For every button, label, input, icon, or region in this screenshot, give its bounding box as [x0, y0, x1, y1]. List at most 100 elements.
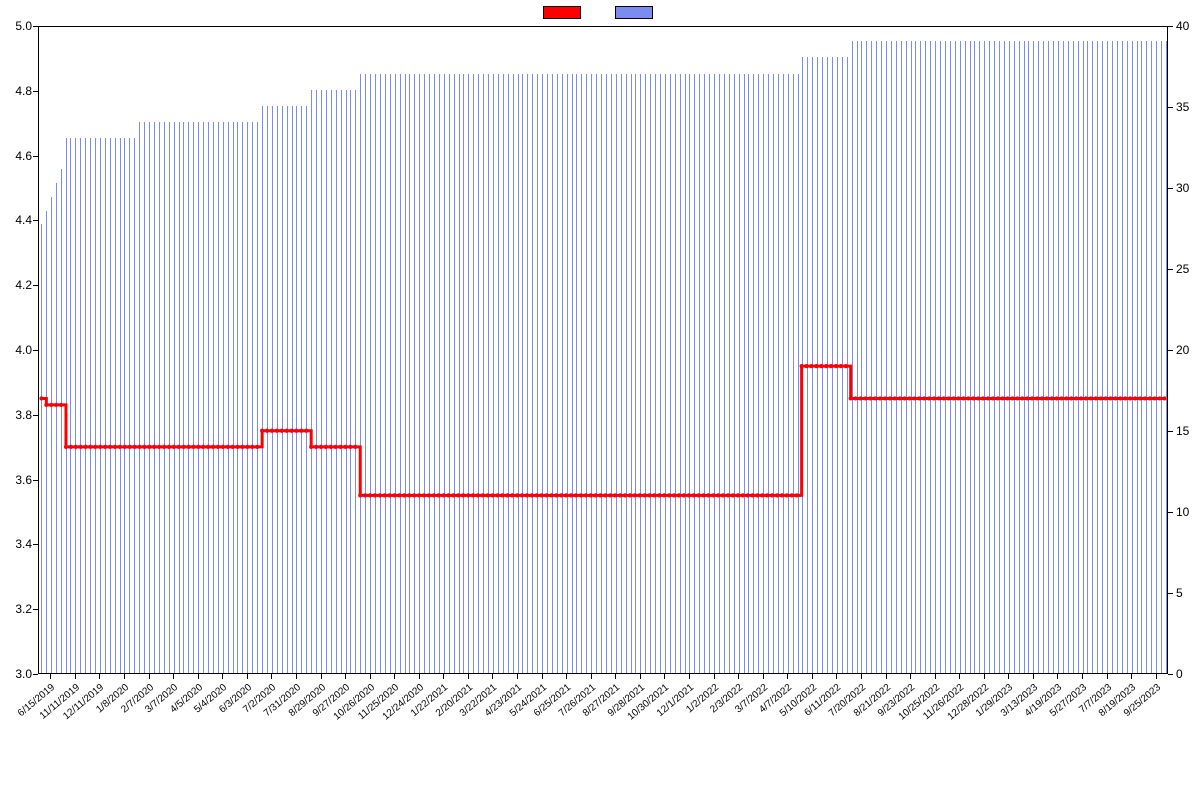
- series-marker: [863, 396, 867, 400]
- series-marker: [162, 445, 166, 449]
- x-tick: [910, 674, 911, 679]
- series-marker: [471, 493, 475, 497]
- series-marker: [1123, 396, 1127, 400]
- y-right-tick-label: 30: [1176, 181, 1189, 195]
- series-marker: [83, 445, 87, 449]
- series-marker: [88, 445, 92, 449]
- x-tick: [738, 674, 739, 679]
- series-marker: [839, 364, 843, 368]
- series-marker: [270, 429, 274, 433]
- series-marker: [731, 493, 735, 497]
- y-right-tick-label: 20: [1176, 343, 1189, 357]
- series-marker: [971, 396, 975, 400]
- x-tick: [370, 674, 371, 679]
- series-marker: [559, 493, 563, 497]
- y-left-tick-label: 3.8: [15, 408, 32, 422]
- series-marker: [1158, 396, 1162, 400]
- series-marker: [216, 445, 220, 449]
- y-left-tick-label: 4.4: [15, 213, 32, 227]
- series-marker: [177, 445, 181, 449]
- x-tick: [689, 674, 690, 679]
- series-marker: [226, 445, 230, 449]
- y-right-tick-label: 5: [1176, 586, 1183, 600]
- series-marker: [893, 396, 897, 400]
- series-marker: [991, 396, 995, 400]
- series-marker: [711, 493, 715, 497]
- series-marker: [966, 396, 970, 400]
- series-marker: [49, 403, 53, 407]
- series-marker: [1148, 396, 1152, 400]
- y-right-tick-label: 40: [1176, 19, 1189, 33]
- series-marker: [152, 445, 156, 449]
- series-marker: [800, 364, 804, 368]
- series-marker: [289, 429, 293, 433]
- series-marker: [59, 403, 63, 407]
- series-marker: [755, 493, 759, 497]
- series-marker: [69, 445, 73, 449]
- series-marker: [657, 493, 661, 497]
- x-tick: [124, 674, 125, 679]
- series-marker: [240, 445, 244, 449]
- x-tick: [714, 674, 715, 679]
- y-left-tick-label: 4.6: [15, 149, 32, 163]
- series-marker: [633, 493, 637, 497]
- series-marker: [64, 445, 68, 449]
- series-marker: [765, 493, 769, 497]
- series-marker: [858, 396, 862, 400]
- y-right-tick: [1168, 593, 1173, 594]
- y-left-tick-label: 3.0: [15, 667, 32, 681]
- legend: [0, 6, 1200, 19]
- series-marker: [643, 493, 647, 497]
- series-marker: [363, 493, 367, 497]
- series-marker: [495, 493, 499, 497]
- x-tick: [394, 674, 395, 679]
- series-marker: [726, 493, 730, 497]
- x-tick: [615, 674, 616, 679]
- series-marker: [692, 493, 696, 497]
- series-marker: [574, 493, 578, 497]
- series-marker: [137, 445, 141, 449]
- series-marker: [275, 429, 279, 433]
- series-marker: [1050, 396, 1054, 400]
- x-tick: [1033, 674, 1034, 679]
- series-marker: [461, 493, 465, 497]
- y-left-tick-label: 4.2: [15, 278, 32, 292]
- series-marker: [775, 493, 779, 497]
- x-tick: [640, 674, 641, 679]
- y-right-tick-label: 0: [1176, 667, 1183, 681]
- series-marker: [618, 493, 622, 497]
- series-marker: [388, 493, 392, 497]
- y-left-tick: [33, 26, 38, 27]
- series-marker: [392, 493, 396, 497]
- series-marker: [510, 493, 514, 497]
- series-marker: [956, 396, 960, 400]
- series-marker: [133, 445, 137, 449]
- series-marker: [667, 493, 671, 497]
- series-marker: [250, 445, 254, 449]
- series-marker: [1099, 396, 1103, 400]
- series-marker: [343, 445, 347, 449]
- x-tick: [664, 674, 665, 679]
- series-marker: [1059, 396, 1063, 400]
- y-right-tick: [1168, 26, 1173, 27]
- series-marker: [476, 493, 480, 497]
- series-marker: [932, 396, 936, 400]
- series-marker: [907, 396, 911, 400]
- y-left-tick: [33, 609, 38, 610]
- y-left-tick: [33, 415, 38, 416]
- series-marker: [540, 493, 544, 497]
- series-marker: [339, 445, 343, 449]
- series-marker: [442, 493, 446, 497]
- series-marker: [123, 445, 127, 449]
- x-tick: [1131, 674, 1132, 679]
- series-marker: [1069, 396, 1073, 400]
- line-layer: [39, 27, 1167, 673]
- series-marker: [613, 493, 617, 497]
- series-marker: [304, 429, 308, 433]
- series-marker: [191, 445, 195, 449]
- series-marker: [353, 445, 357, 449]
- series-marker: [1104, 396, 1108, 400]
- series-marker: [594, 493, 598, 497]
- series-marker: [530, 493, 534, 497]
- series-marker: [1118, 396, 1122, 400]
